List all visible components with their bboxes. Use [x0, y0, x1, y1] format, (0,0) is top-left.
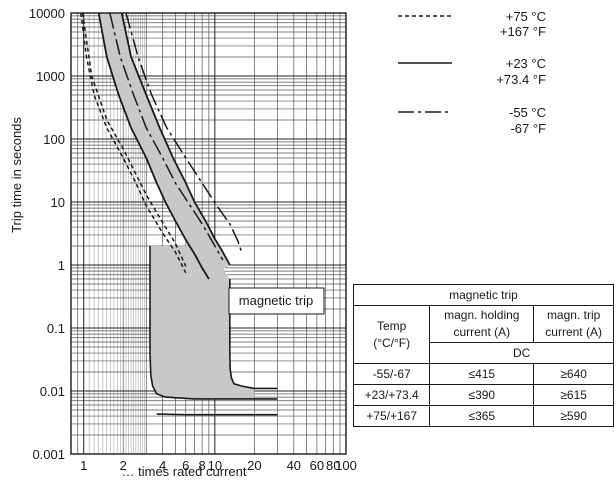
table-header-temp-line1: Temp: [377, 318, 407, 333]
legend-label: +75 °C: [506, 9, 546, 24]
x-tick-label: 8: [199, 458, 206, 473]
annotation-text: magnetic trip: [239, 293, 313, 308]
x-tick-label: 100: [335, 458, 357, 473]
y-axis-label: Trip time in seconds: [9, 117, 24, 233]
y-tick-label: 1000: [36, 69, 65, 84]
magnetic-curve-bottom: [156, 413, 278, 416]
legend-label: +73.4 °F: [496, 72, 546, 87]
series-curve-solid: [120, 12, 231, 266]
series-curve-dashdot: [109, 12, 224, 261]
series-curve-dotted: [80, 12, 187, 274]
legend: +75 °C +167 °F +23 °C +73.4 °F -55 °C -6…: [398, 9, 546, 136]
x-tick-label: 1: [80, 458, 87, 473]
table-header-trip: magn. trip current (A): [533, 305, 614, 343]
series-curve-solid: [97, 12, 210, 280]
table-title: magnetic trip: [353, 284, 614, 306]
y-tick-label: 1: [58, 258, 65, 273]
x-tick-label: 60: [310, 458, 324, 473]
plot-frame-rect: [70, 12, 347, 455]
y-tick-label: 0.001: [32, 447, 65, 462]
tolerance-band-fill: [98, 13, 230, 279]
table-header-trip-line2: current (A): [545, 325, 602, 339]
x-tick-label: 2: [120, 458, 127, 473]
table-header-holding: magn. holding current (A): [429, 305, 535, 343]
legend-entry-minus55c: -55 °C -67 °F: [398, 105, 546, 136]
y-tick-label: 10: [51, 195, 65, 210]
series-curve-dotted: [81, 12, 187, 267]
table-cell-holding: ≤390: [429, 384, 535, 406]
x-tick-label: 6: [182, 458, 189, 473]
magnetic-trip-annotation: magnetic trip: [228, 287, 325, 315]
y-tick-label: 10000: [29, 6, 65, 21]
x-axis-label: … times rated current: [122, 464, 247, 479]
table-header-holding-line2: current (A): [453, 325, 511, 339]
table-row: +75/+167 ≤365 ≥590: [352, 405, 614, 427]
annotation-box: [228, 287, 325, 315]
legend-label: +167 °F: [500, 24, 546, 39]
table-row: +23/+73.4 ≤390 ≥615: [352, 384, 614, 406]
table-header-temp: Temp (°C/°F): [352, 305, 431, 364]
y-tick-label: 0.01: [40, 384, 65, 399]
table-subheader-dc: DC: [429, 342, 614, 364]
table-cell-temp: -55/-67: [352, 363, 431, 385]
table-cell-trip: ≥615: [533, 384, 614, 406]
table-cell-holding: ≤365: [429, 405, 535, 427]
y-tick-label: 100: [43, 132, 65, 147]
table-header-trip-line1: magn. trip: [546, 308, 601, 322]
plot-frame: [70, 12, 347, 455]
table-cell-temp: +23/+73.4: [352, 384, 431, 406]
tolerance-band: [98, 13, 255, 399]
x-tick-label: 80: [326, 458, 340, 473]
tick-labels: 1 2 4 6 8 10 20 40 60 801000.0010.010.11101001000…: [29, 6, 357, 473]
x-tick-label: 4: [159, 458, 166, 473]
magnetic-trip-table: magnetic trip Temp (°C/°F) magn. holding…: [352, 284, 614, 427]
table-row: -55/-67 ≤415 ≥640: [352, 363, 614, 385]
table-header-temp-line2: (°C/°F): [373, 335, 411, 350]
table-cell-trip: ≥640: [533, 363, 614, 385]
table-cell-trip: ≥590: [533, 405, 614, 427]
series-layer: [80, 12, 278, 416]
magnetic-region-fill: [150, 246, 255, 399]
table-cell-temp: +75/+167: [352, 405, 431, 427]
magnetic-curve-right: [229, 279, 278, 390]
y-tick-label: 0.1: [47, 321, 65, 336]
x-tick-label: 10: [208, 458, 222, 473]
legend-label: -67 °F: [510, 121, 546, 136]
x-tick-label: 20: [247, 458, 261, 473]
series-curve-dashdot: [125, 12, 243, 253]
grid-minor: [70, 13, 346, 454]
legend-label: +23 °C: [506, 56, 546, 71]
legend-label: -55 °C: [509, 105, 546, 120]
legend-entry-75c: +75 °C +167 °F: [398, 9, 546, 39]
legend-entry-23c: +23 °C +73.4 °F: [398, 56, 546, 87]
table-header-holding-line1: magn. holding: [444, 308, 520, 322]
table-cell-holding: ≤415: [429, 363, 535, 385]
x-tick-label: 40: [287, 458, 301, 473]
magnetic-curve-left: [149, 246, 278, 400]
